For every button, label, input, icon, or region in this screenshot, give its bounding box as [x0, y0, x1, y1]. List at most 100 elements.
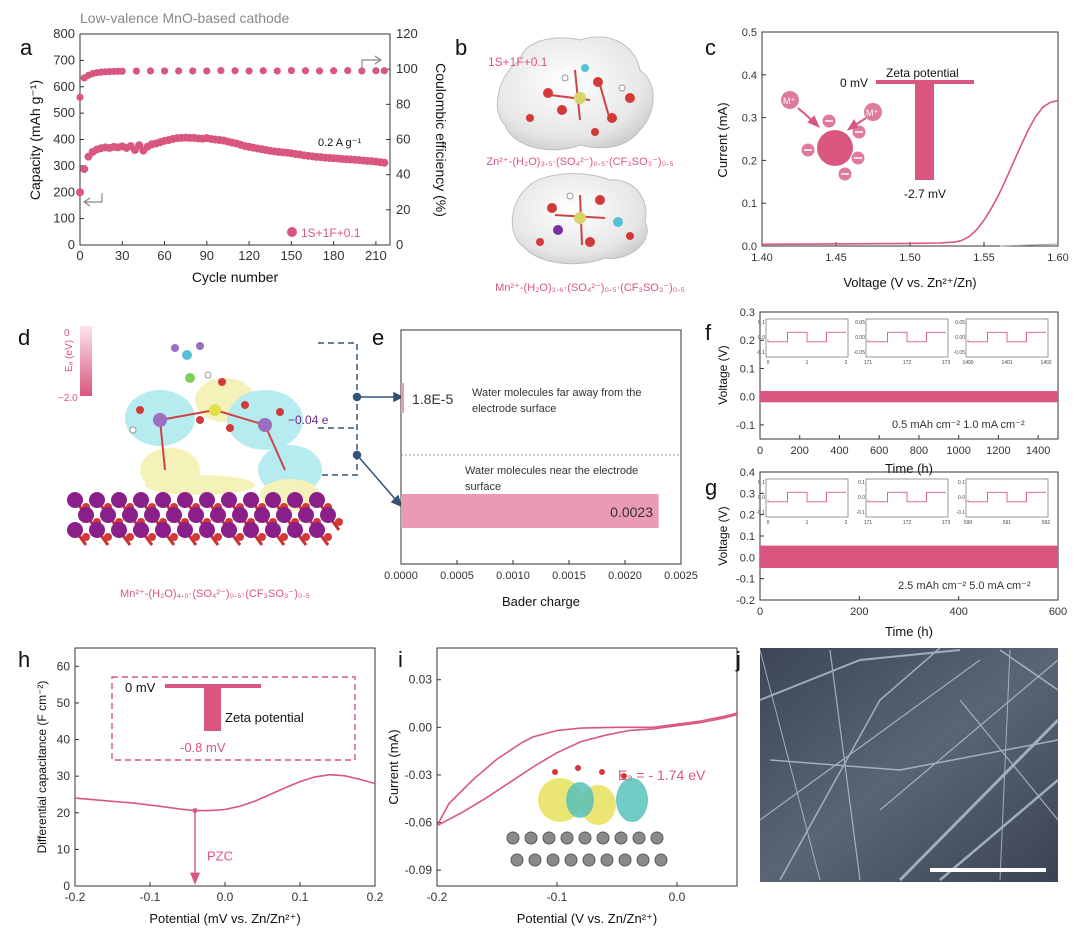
- x-tick-label-f: 1400: [1026, 445, 1050, 457]
- substrate-atom: [560, 831, 574, 845]
- o-atom: [324, 533, 332, 541]
- substrate-atom: [546, 853, 560, 867]
- mn-atom: [298, 507, 314, 523]
- y-axis-label-c: Current (mA): [715, 102, 730, 177]
- colorbar-d: [80, 326, 92, 396]
- mn-atom: [100, 507, 116, 523]
- y-tick-label-g: 0.0: [740, 552, 755, 564]
- inset-voltage-trace: [767, 491, 846, 503]
- x-tick-label-f: 600: [870, 445, 888, 457]
- x-tick-label-f: 400: [830, 445, 848, 457]
- y-tick-label-f: 0.1: [740, 363, 755, 375]
- y-tick-label-g: -0.1: [736, 574, 755, 586]
- substrate-atom: [600, 853, 614, 867]
- scale-bar-j: [930, 868, 1046, 872]
- x-axis-c: 1.40 1.45 1.50 1.55 1.60: [751, 242, 1069, 264]
- mn-atom: [199, 492, 215, 508]
- mn-atom: [232, 507, 248, 523]
- bar-far-desc-1: Water molecules far away from the: [472, 387, 642, 399]
- inset-x-tick-label: 1402: [1040, 360, 1051, 366]
- y-axis-label-f: Voltage (V): [716, 345, 730, 404]
- mn-atom: [133, 492, 149, 508]
- bar-far-value: 1.8E-5: [412, 391, 453, 407]
- bar-far-water: [401, 383, 404, 413]
- efficiency-point: [358, 67, 366, 75]
- panel-letter-d: d: [18, 325, 30, 350]
- x-tick-label-f: 0: [757, 445, 763, 457]
- pzc-label-h: PZC: [207, 848, 233, 863]
- y-tick-label-f: 0.0: [740, 392, 755, 404]
- bar-near-water: [401, 494, 659, 528]
- zeta-bar-c: [915, 84, 934, 180]
- y-tick-label-a: 700: [53, 52, 75, 67]
- zeta-value-h: -0.8 mV: [180, 740, 226, 755]
- x-tick-label-g: 400: [949, 606, 967, 618]
- bar-near-desc-2: surface: [465, 481, 501, 493]
- y-tick-label-i: -0.03: [405, 768, 433, 782]
- x-tick-label-e: 0.0015: [552, 570, 586, 582]
- bracket-d: [318, 342, 358, 476]
- inset-y-tick-label: 0.00: [955, 335, 965, 341]
- y-tick-label-i: -0.09: [405, 863, 433, 877]
- substrate-atom: [618, 853, 632, 867]
- inset-x-tick-label: 2: [845, 360, 848, 366]
- y-tick-label-c: 0.3: [742, 113, 757, 125]
- x-axis-label-i: Potential (V vs. Zn/Zn²⁺): [517, 911, 658, 926]
- x-axis-label-c: Voltage (V vs. Zn²⁺/Zn): [843, 275, 976, 290]
- x-tick-label-i: -0.1: [547, 890, 568, 904]
- o-atom: [126, 533, 134, 541]
- x-tick-label-h: 0.0: [217, 890, 234, 904]
- inset-voltage-trace: [867, 491, 946, 503]
- panel-j: j: [735, 647, 1060, 882]
- condition-f: 0.5 mAh cm⁻² 1.0 mA cm⁻²: [892, 419, 1025, 431]
- y-tick-label-a: 400: [53, 132, 75, 147]
- panel-e: e 0.0000 0.0005 0.0010 0.0015 0.0020 0.0025 1…: [372, 325, 698, 609]
- y-tick-label-h: 50: [57, 696, 71, 710]
- zeta-bar-h: [204, 688, 221, 731]
- o-atom: [335, 518, 343, 526]
- x-tick-label-f: 800: [910, 445, 928, 457]
- panel-letter-j: j: [735, 647, 741, 672]
- y2-axis-label-a: Coulombic efficiency (%): [433, 63, 449, 217]
- y-tick-label-g: 0.4: [740, 467, 755, 479]
- inset-y-tick-label: 0.0: [958, 495, 965, 501]
- cation-right-label-c: M⁺: [866, 108, 878, 118]
- efficiency-point: [203, 67, 211, 75]
- zeta-box-h: [111, 676, 356, 761]
- substrate-atom: [650, 831, 664, 845]
- inset-x-tick-label: 0: [767, 520, 770, 526]
- substrate-atom: [528, 853, 542, 867]
- x-tick-label-a: 120: [238, 248, 260, 263]
- x-axis-label-a: Cycle number: [192, 269, 279, 285]
- y-tick-label-c: 0.2: [742, 155, 757, 167]
- x-axis-label-g: Time (h): [885, 624, 933, 639]
- colorbar-top-d: 0: [64, 328, 70, 339]
- efficiency-point: [132, 67, 140, 75]
- efficiency-point: [175, 67, 183, 75]
- mn-atom: [155, 492, 171, 508]
- y-tick-label-a2: 100: [396, 61, 418, 76]
- x-axis-label-e: Bader charge: [502, 594, 580, 609]
- x-tick-label-a: 150: [281, 248, 303, 263]
- mn-atom: [177, 492, 193, 508]
- mn-atom: [78, 507, 94, 523]
- mn-atom: [188, 507, 204, 523]
- mn-atom: [265, 522, 281, 538]
- mn-atom: [265, 492, 281, 508]
- cation-left-label-c: M⁺: [783, 96, 795, 106]
- y-tick-label-h: 40: [57, 733, 71, 747]
- y-axis-f: -0.1 0.0 0.1 0.2 0.3: [736, 307, 764, 432]
- mn-atom: [276, 507, 292, 523]
- cation-right-c: [864, 103, 882, 121]
- substrate-atom: [578, 831, 592, 845]
- y-axis-i: -0.09 -0.06 -0.03 0.00 0.03: [405, 673, 441, 877]
- efficiency-point: [330, 67, 338, 75]
- y-tick-label-a: 800: [53, 26, 75, 41]
- efficiency-point: [301, 67, 310, 75]
- mn-atom: [122, 507, 138, 523]
- y-tick-label-a: 600: [53, 79, 75, 94]
- inset-y-tick-label: 0.1: [758, 320, 765, 326]
- inset-voltage-trace: [967, 491, 1046, 503]
- efficiency-point: [231, 67, 239, 75]
- inset-y-tick-label: 0.05: [855, 320, 865, 326]
